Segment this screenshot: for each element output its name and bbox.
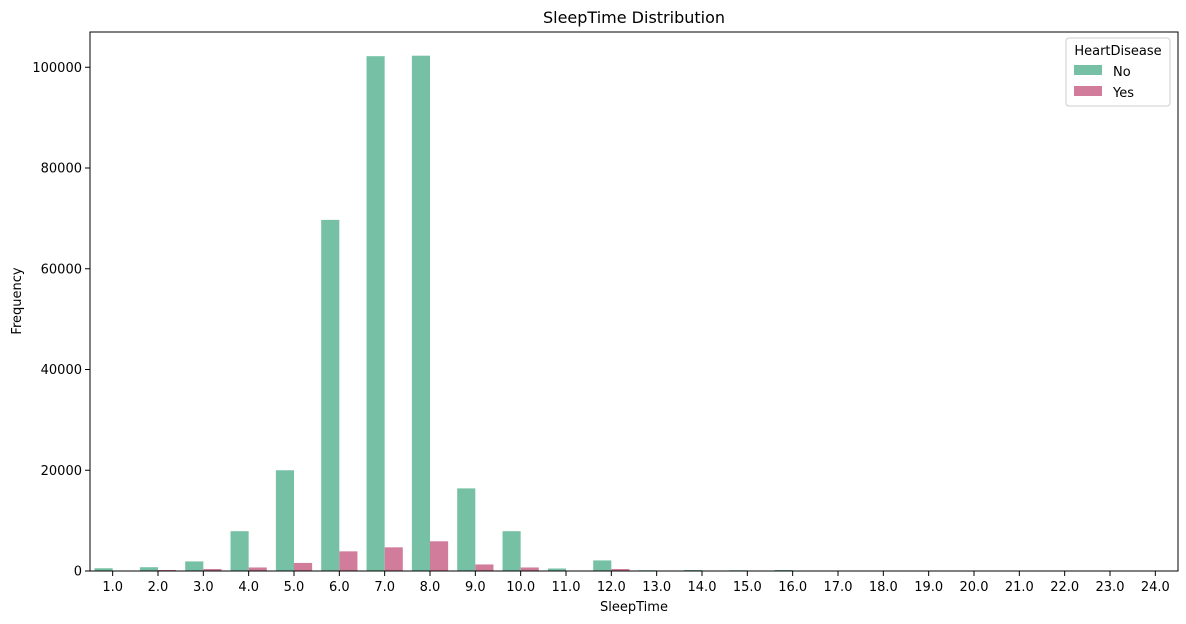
x-tick-label: 12.0 <box>597 580 626 595</box>
x-tick-label: 8.0 <box>420 580 441 595</box>
x-tick-label: 17.0 <box>824 580 853 595</box>
y-tick-label: 20000 <box>41 464 82 479</box>
x-tick-label: 9.0 <box>465 580 486 595</box>
bar-no-6.0 <box>321 219 340 571</box>
bar-yes-2.0 <box>158 569 177 571</box>
bar-yes-7.0 <box>384 547 403 571</box>
bar-no-16.0 <box>774 569 793 571</box>
bar-yes-10.0 <box>520 567 539 571</box>
bar-no-14.0 <box>683 569 702 571</box>
legend-swatch-no <box>1074 65 1102 75</box>
bar-no-5.0 <box>275 470 294 571</box>
bar-yes-9.0 <box>475 564 494 571</box>
bar-yes-6.0 <box>339 551 358 571</box>
legend-swatch-yes <box>1074 86 1102 96</box>
x-tick-label: 1.0 <box>102 580 123 595</box>
y-tick-label: 80000 <box>41 162 82 177</box>
bar-no-2.0 <box>139 567 158 571</box>
bar-no-4.0 <box>230 531 249 571</box>
legend-title: HeartDisease <box>1074 44 1161 59</box>
x-tick-label: 22.0 <box>1050 580 1079 595</box>
legend-label-yes: Yes <box>1112 86 1134 101</box>
x-axis: 1.0 2.0 3.0 4.0 5.0 6.0 7.0 8.0 9.0 10.0 11.0 12.0 1… <box>102 571 1170 595</box>
x-axis-label: SleepTime <box>600 600 668 615</box>
chart-title: SleepTime Distribution <box>543 8 725 27</box>
bar-yes-4.0 <box>248 567 267 571</box>
bar-no-8.0 <box>411 55 430 572</box>
bars-group <box>94 55 1174 572</box>
bar-no-10.0 <box>502 531 521 571</box>
y-tick-label: 60000 <box>41 262 82 277</box>
bar-no-1.0 <box>94 568 113 571</box>
bar-yes-5.0 <box>294 562 313 571</box>
y-tick-label: 0 <box>74 565 82 580</box>
y-axis-label: Frequency <box>10 267 25 334</box>
x-tick-label: 4.0 <box>238 580 259 595</box>
plot-frame <box>89 31 1179 572</box>
x-tick-label: 14.0 <box>688 580 717 595</box>
x-tick-label: 11.0 <box>552 580 581 595</box>
bar-no-11.0 <box>547 568 566 571</box>
x-tick-label: 21.0 <box>1005 580 1034 595</box>
bar-no-3.0 <box>185 561 204 571</box>
x-tick-label: 2.0 <box>148 580 169 595</box>
x-tick-label: 10.0 <box>506 580 535 595</box>
bar-no-9.0 <box>457 488 476 571</box>
x-tick-label: 19.0 <box>914 580 943 595</box>
x-tick-label: 24.0 <box>1141 580 1170 595</box>
bar-yes-3.0 <box>203 568 222 571</box>
y-tick-label: 40000 <box>41 363 82 378</box>
bar-yes-8.0 <box>430 541 449 571</box>
x-tick-label: 13.0 <box>642 580 671 595</box>
bar-no-7.0 <box>366 56 385 572</box>
y-tick-label: 100000 <box>32 61 82 76</box>
x-tick-label: 16.0 <box>778 580 807 595</box>
legend: HeartDisease No Yes <box>1065 37 1171 107</box>
x-tick-label: 3.0 <box>193 580 214 595</box>
bar-no-12.0 <box>593 560 612 571</box>
x-tick-label: 20.0 <box>960 580 989 595</box>
x-tick-label: 23.0 <box>1096 580 1125 595</box>
x-tick-label: 18.0 <box>869 580 898 595</box>
bar-yes-12.0 <box>611 568 630 571</box>
x-tick-label: 6.0 <box>329 580 350 595</box>
x-tick-label: 7.0 <box>374 580 395 595</box>
x-tick-label: 15.0 <box>733 580 762 595</box>
y-axis: 0 20000 40000 60000 80000 100000 <box>32 61 90 580</box>
x-tick-label: 5.0 <box>284 580 305 595</box>
legend-label-no: No <box>1113 65 1131 80</box>
